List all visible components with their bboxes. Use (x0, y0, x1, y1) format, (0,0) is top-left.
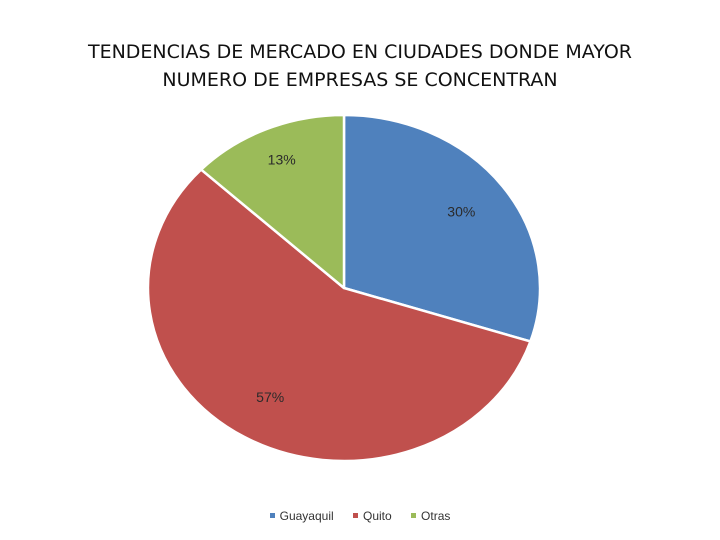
slice-label-quito: 57% (256, 389, 284, 405)
legend-label-otras: Otras (421, 508, 451, 523)
chart-title-line-1: TENDENCIAS DE MERCADO EN CIUDADES DONDE … (87, 41, 633, 63)
legend-label-guayaquil: Guayaquil (279, 508, 334, 523)
chart-legend: Guayaquil Quito Otras (0, 508, 720, 523)
slice-label-guayaquil: 30% (447, 204, 475, 220)
chart-title: TENDENCIAS DE MERCADO EN CIUDADES DONDE … (40, 38, 680, 94)
legend-label-quito: Quito (363, 508, 392, 523)
legend-swatch-guayaquil (269, 513, 275, 519)
legend-item-otras: Otras (411, 508, 450, 523)
slice-label-otras: 13% (268, 152, 296, 168)
pie-slice-guayaquil (342, 113, 542, 343)
legend-item-quito: Quito (353, 508, 392, 523)
pie-slice-quito (146, 168, 532, 463)
legend-swatch-quito (353, 513, 358, 519)
chart-title-line-2: NUMERO DE EMPRESAS SE CONCENTRAN (162, 69, 558, 91)
legend-swatch-otras (411, 513, 417, 519)
pie-slice-otras (199, 113, 346, 290)
legend-item-guayaquil: Guayaquil (269, 508, 334, 523)
